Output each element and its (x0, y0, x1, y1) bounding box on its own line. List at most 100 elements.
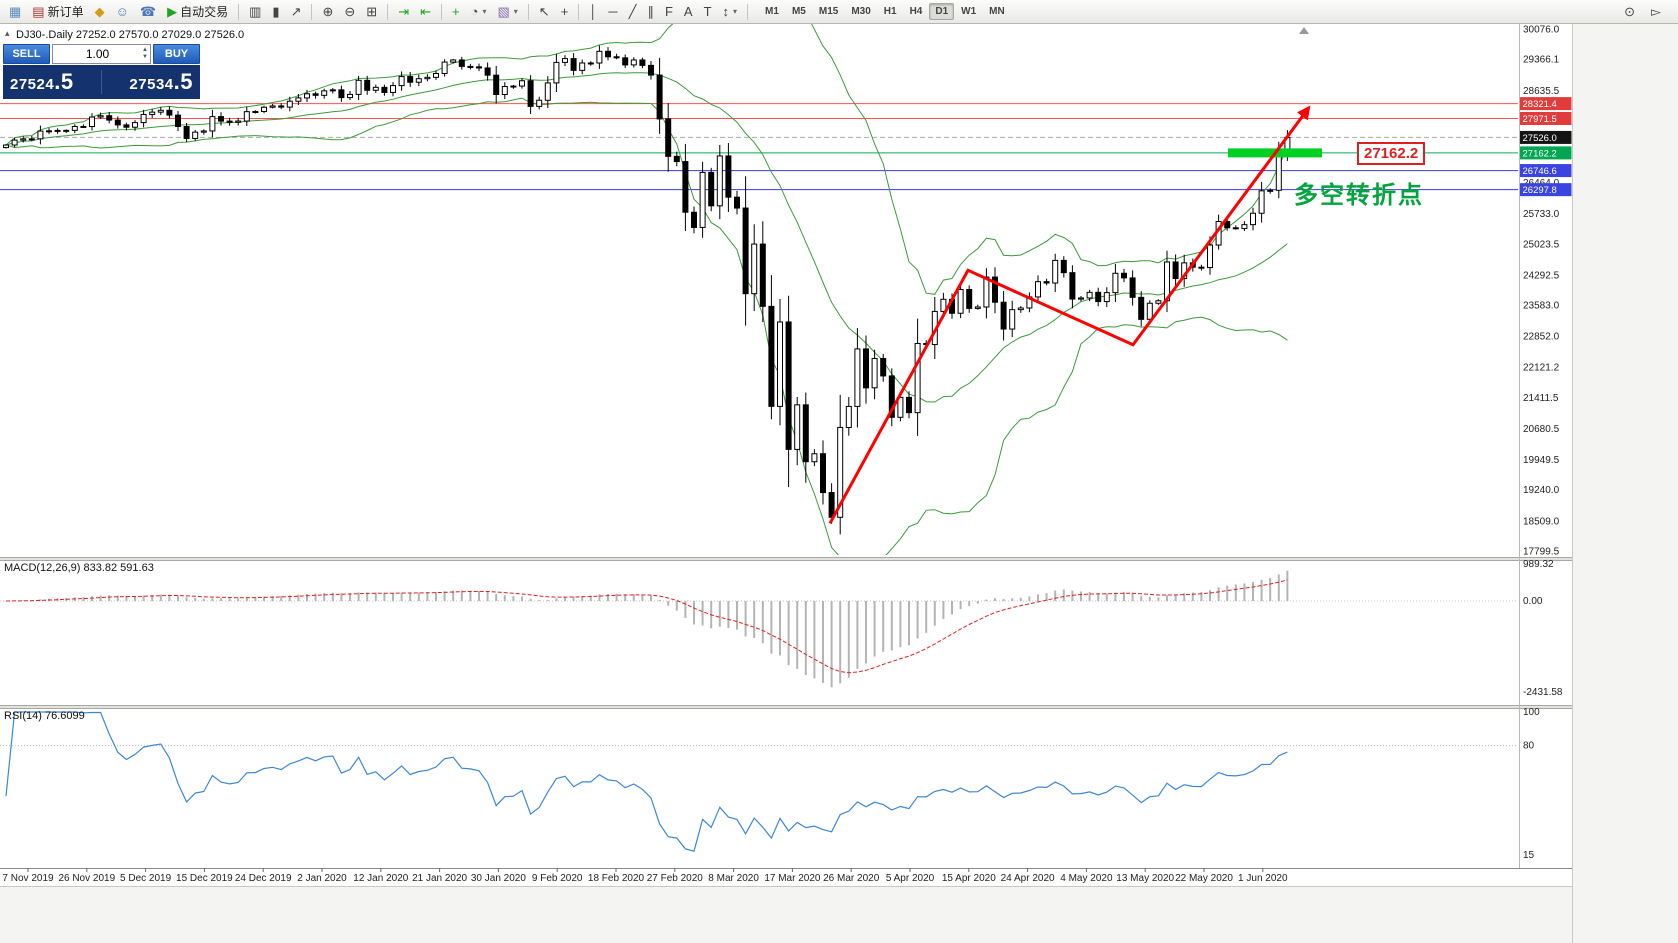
cursor-button[interactable]: ↖ (534, 2, 555, 22)
horizontal-line-button[interactable]: ─ (603, 2, 622, 22)
search-icon: ⊙ (1624, 4, 1635, 19)
timeframe-w1[interactable]: W1 (955, 3, 982, 20)
svg-text:989.32: 989.32 (1523, 559, 1554, 570)
svg-text:21411.5: 21411.5 (1523, 393, 1559, 404)
search-icon[interactable]: ⊙ (1619, 2, 1640, 22)
svg-text:1 Jun 2020: 1 Jun 2020 (1238, 873, 1288, 884)
volume-value[interactable]: 1.00 (85, 47, 110, 61)
svg-text:5 Apr 2020: 5 Apr 2020 (886, 873, 935, 884)
svg-text:2 Jan 2020: 2 Jan 2020 (297, 873, 347, 884)
templates-icon: ▧ (497, 4, 510, 19)
rsi-header: RSI(14) 76.6099 (4, 710, 85, 722)
periods-icon: ◔ (470, 4, 479, 19)
channel-button[interactable]: ∥ (642, 2, 659, 22)
one-click-collapse-arrow[interactable]: ▴ (5, 28, 10, 38)
svg-text:17 Mar 2020: 17 Mar 2020 (764, 873, 821, 884)
chevron-down-icon[interactable]: ▾ (733, 7, 738, 16)
timeframe-h4[interactable]: H4 (904, 3, 929, 20)
tile-windows-button[interactable]: ⊞ (361, 2, 382, 22)
sell-price[interactable]: 27524.5 (10, 69, 74, 94)
svg-text:7 Nov 2019: 7 Nov 2019 (2, 873, 54, 884)
pointer-icon[interactable]: ▻ (1646, 2, 1666, 22)
volume-spinner[interactable]: ▲ ▼ (142, 47, 150, 61)
svg-text:27971.5: 27971.5 (1523, 114, 1557, 125)
sell-button[interactable]: SELL (3, 44, 50, 64)
templates-button[interactable]: ▧ ▾ (492, 2, 522, 22)
crosshair-button[interactable]: + (556, 2, 574, 22)
chart-area[interactable]: 30076.029366.128635.526464.025733.025023… (0, 24, 1572, 886)
chevron-down-icon[interactable]: ▾ (482, 7, 487, 16)
arrows-button[interactable]: ↕ ▾ (718, 2, 743, 22)
spin-down-icon[interactable]: ▼ (142, 54, 148, 60)
zoom-out-button[interactable]: ⊖ (339, 2, 360, 22)
zoom-in-button[interactable]: ⊕ (317, 2, 338, 22)
timeframe-bar: M1 M5 M15 M30 H1 H4 D1 W1 MN (759, 3, 1011, 20)
gold-icon[interactable]: ◆ (90, 2, 110, 22)
bottom-margin (0, 886, 1572, 943)
buy-price[interactable]: 27534.5 (129, 69, 193, 94)
profile-icon[interactable]: ☺ (111, 2, 134, 22)
zoom-out-icon: ⊖ (344, 4, 356, 19)
periods-button[interactable]: ◔ ▾ (466, 2, 492, 22)
candlestick-chart-button[interactable]: ▮ (267, 2, 284, 22)
candlesticks (3, 45, 1291, 535)
svg-text:18509.0: 18509.0 (1523, 516, 1560, 527)
panel-separators[interactable] (0, 24, 1572, 869)
svg-text:19949.5: 19949.5 (1523, 455, 1560, 466)
volume-field[interactable]: 1.00 ▲ ▼ (52, 44, 151, 64)
toolbar-separator (527, 3, 529, 20)
svg-text:24 Apr 2020: 24 Apr 2020 (1001, 873, 1055, 884)
text-button[interactable]: A (679, 2, 698, 22)
svg-text:30 Jan 2020: 30 Jan 2020 (471, 873, 526, 884)
chart-shift-button[interactable]: ⇤ (415, 2, 436, 22)
timeframe-d1[interactable]: D1 (929, 3, 955, 20)
timeframe-m15[interactable]: M15 (813, 3, 844, 20)
toolbar-separator (441, 3, 442, 20)
spin-up-icon[interactable]: ▲ (142, 46, 148, 53)
svg-text:30076.0: 30076.0 (1523, 25, 1560, 36)
buy-button[interactable]: BUY (153, 44, 200, 64)
trendline-button[interactable]: ╱ (624, 2, 642, 22)
svg-text:26 Mar 2020: 26 Mar 2020 (823, 873, 880, 884)
new-order-button[interactable]: ▤ 新订单 (27, 2, 88, 22)
cursor-icon: ↖ (538, 4, 550, 19)
new-chart-icon[interactable]: ▦ (4, 2, 26, 22)
new-order-icon: ▤ (32, 4, 45, 19)
auto-scroll-button[interactable]: ⇥ (393, 2, 414, 22)
bid-ask-display: 27524.5 27534.5 (3, 65, 200, 99)
turning-point-note[interactable]: 多空转折点 (1294, 182, 1424, 209)
line-chart-button[interactable]: ↗ (286, 2, 307, 22)
date-axis[interactable]: 7 Nov 2019 26 Nov 2019 5 Dec 2019 15 Dec 20… (2, 868, 1288, 884)
timeframe-m1[interactable]: M1 (759, 3, 785, 20)
bar-chart-button[interactable]: ▥ (244, 2, 266, 22)
scroll-end-marker[interactable] (1299, 27, 1309, 34)
autotrading-button[interactable]: ▶ 自动交易 (162, 2, 233, 22)
svg-text:8 Mar 2020: 8 Mar 2020 (708, 873, 759, 884)
fibonacci-button[interactable]: F (660, 2, 678, 22)
svg-text:15 Apr 2020: 15 Apr 2020 (942, 873, 996, 884)
label-button[interactable]: T (699, 2, 717, 22)
toolbar-separator (747, 3, 749, 20)
price-callout-label[interactable]: 27162.2 (1357, 142, 1426, 165)
main-toolbar: ▦ ▤ 新订单 ◆ ☺ ☎ ▶ 自动交易 ▥ ▮ ↗ ⊕ ⊖ ⊞ ⇥ ⇤ + ◔ ▾ ▧ ▾ ↖ + │ ─ ╱ ∥ F A T ↕ ▾ M1… (0, 0, 1678, 24)
vertical-line-button[interactable]: │ (584, 2, 602, 22)
macd-header: MACD(12,26,9) 833.82 591.63 (4, 562, 154, 574)
svg-text:27 Feb 2020: 27 Feb 2020 (647, 873, 704, 884)
chart-ohlc-header: DJ30-.Daily 27252.0 27570.0 27029.0 2752… (16, 29, 245, 41)
svg-text:27526.0: 27526.0 (1523, 133, 1557, 144)
trend-arrow[interactable] (828, 105, 1311, 525)
svg-text:4 May 2020: 4 May 2020 (1060, 873, 1113, 884)
chart-annotations[interactable] (828, 27, 1322, 525)
label-icon: T (703, 4, 712, 19)
support-icon[interactable]: ☎ (135, 2, 161, 22)
rsi-scale-labels: 100 80 15 (1523, 707, 1540, 861)
profile-icon-icon: ☺ (115, 4, 129, 19)
chevron-down-icon[interactable]: ▾ (513, 7, 518, 16)
new-order-button-label: 新订单 (47, 5, 84, 19)
indicators-button[interactable]: + (447, 2, 465, 22)
timeframe-m5[interactable]: M5 (786, 3, 812, 20)
timeframe-m30[interactable]: M30 (845, 3, 876, 20)
autotrading-icon: ▶ (167, 4, 178, 19)
timeframe-mn[interactable]: MN (983, 3, 1011, 20)
timeframe-h1[interactable]: H1 (878, 3, 903, 20)
